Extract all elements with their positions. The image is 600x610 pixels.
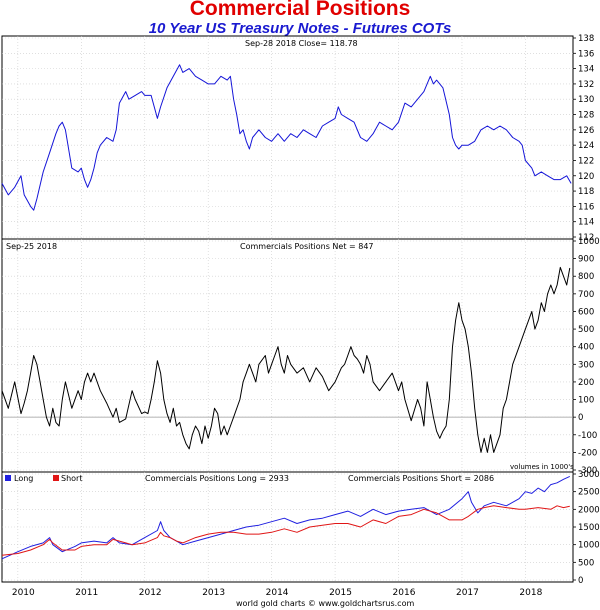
grid-lines (2, 36, 573, 582)
y-tick-label: 118 (578, 187, 594, 197)
legend-short-label: Short (61, 474, 82, 483)
legend-long-swatch (5, 475, 11, 481)
x-tick-label: 2015 (329, 588, 352, 598)
y-tick-label: -300 (578, 466, 597, 476)
chart-title: Commercial Positions (189, 0, 411, 20)
x-tick-label: 2017 (456, 588, 479, 598)
y-tick-label: 114 (578, 218, 594, 228)
y-tick-label: 100 (578, 396, 594, 406)
x-tick-label: 2012 (139, 588, 162, 598)
y-tick-label: 134 (578, 65, 594, 75)
y-tick-label: 126 (578, 126, 594, 136)
footer-credit: world gold charts © www.goldchartsrus.co… (236, 599, 414, 608)
y-tick-label: 200 (578, 378, 594, 388)
y-tick-label: 122 (578, 156, 594, 166)
series-line-net (1, 266, 571, 453)
y-tick-label: 0 (578, 413, 583, 423)
y-axes: 112 114 116 118 120 122 124 126 128 130 132 134 136 1… (573, 34, 600, 586)
y-tick-label: 132 (578, 80, 594, 90)
chart-subtitle: 10 Year US Treasury Notes - Futures COTs (148, 20, 452, 37)
short-header-label: Commercials Positions Short = 2086 (348, 474, 494, 483)
legend-long-label: Long (14, 474, 33, 483)
x-tick-label: 2013 (202, 588, 225, 598)
y-tick-label: 120 (578, 172, 594, 182)
y-tick-label: 124 (578, 141, 594, 151)
x-tick-label: 2010 (12, 588, 35, 598)
series-line-price (1, 64, 572, 211)
y-tick-label: 300 (578, 360, 594, 370)
y-tick-label: 136 (578, 49, 594, 59)
y-tick-label: 2500 (578, 488, 600, 498)
y-tick-label: 700 (578, 290, 594, 300)
x-tick-label: 2016 (393, 588, 416, 598)
series-line-long (1, 475, 571, 560)
y-tick-label: 800 (578, 272, 594, 282)
x-tick-label: 2018 (519, 588, 542, 598)
y-tick-label: 2000 (578, 505, 600, 515)
y-tick-label: 3000 (578, 470, 600, 480)
y-tick-label: 128 (578, 111, 594, 121)
y-tick-label: 1000 (578, 237, 600, 247)
x-tick-label: 2014 (266, 588, 289, 598)
x-axis: 2010 2011 2012 2013 2014 2015 2016 2017 2018 (12, 588, 543, 598)
y-tick-label: 0 (578, 576, 583, 586)
y-tick-label: 500 (578, 558, 594, 568)
y-tick-label: 500 (578, 325, 594, 335)
legend-short-swatch (53, 475, 59, 481)
net-date-label: Sep-25 2018 (6, 242, 57, 251)
series-line-short (1, 505, 570, 556)
y-tick-label: -100 (578, 431, 597, 441)
y-tick-label: 112 (578, 233, 594, 243)
price-header-label: Sep-28 2018 Close= 118.78 (245, 39, 358, 48)
long-header-label: Commercials Positions Long = 2933 (145, 474, 289, 483)
y-tick-label: 1000 (578, 541, 600, 551)
volume-note: volumes in 1000's (510, 463, 574, 471)
y-tick-label: 600 (578, 307, 594, 317)
y-tick-label: 400 (578, 343, 594, 353)
x-tick-label: 2011 (75, 588, 98, 598)
y-tick-label: 116 (578, 202, 594, 212)
y-tick-label: 138 (578, 34, 594, 44)
series-lines (1, 64, 572, 560)
net-header-label: Commercials Positions Net = 847 (240, 242, 374, 251)
y-tick-label: 900 (578, 255, 594, 265)
y-tick-label: 130 (578, 95, 594, 105)
y-tick-label: 1500 (578, 523, 600, 533)
y-tick-label: -200 (578, 448, 597, 458)
